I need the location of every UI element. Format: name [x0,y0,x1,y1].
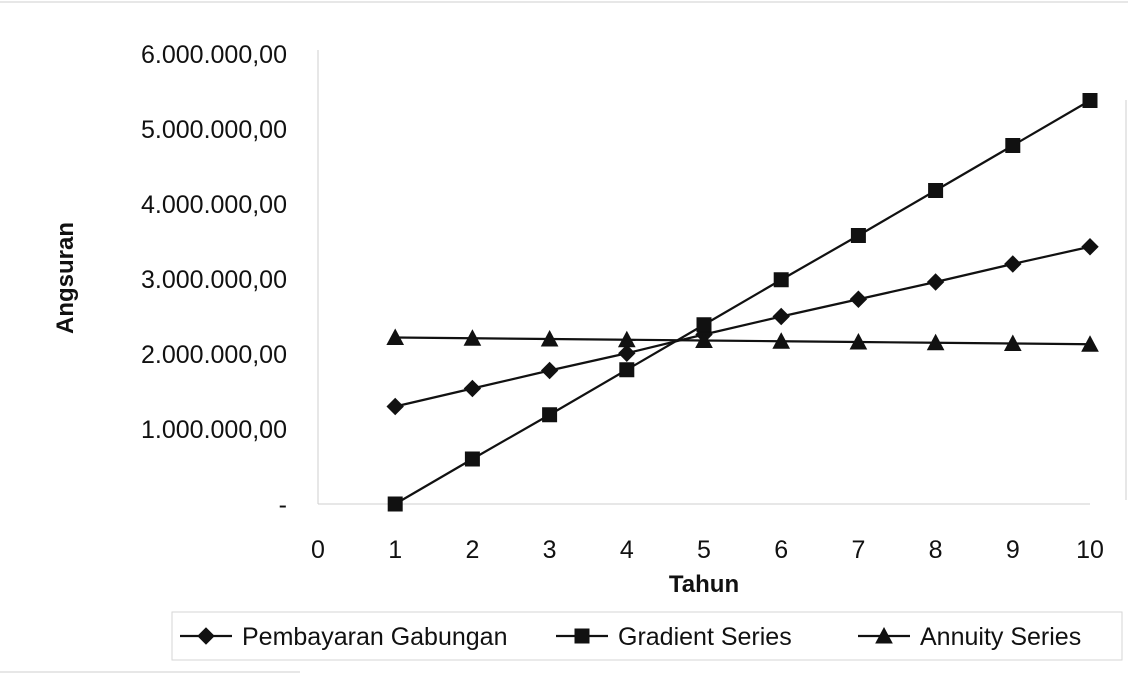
legend: Pembayaran Gabungan Gradient Series Annuit… [171,611,1123,661]
y-axis-ticks: - 1.000.000,00 2.000.000,00 3.000.000,00 4.0… [141,41,287,519]
series-line-annuity-series [395,336,1091,346]
x-axis-title: Tahun [669,571,739,598]
x-tick-label: 2 [465,536,479,564]
y-tick-label: 5.000.000,00 [141,116,287,144]
series-layer [386,93,1099,512]
legend-marker-annuity-series [875,626,893,644]
data-point-annuity-series [540,329,559,347]
data-point-annuity-series [617,330,636,348]
data-point-gradient-series [542,407,558,423]
y-tick-label: 4.000.000,00 [141,191,287,219]
data-point-annuity-series [1003,334,1022,351]
data-point-gradient-series [696,317,712,333]
legend-label-gradient-series: Gradient Series [618,623,792,651]
y-tick-label: - [279,491,287,519]
data-point-annuity-series [926,333,945,351]
legend-marker-pembayaran-gabungan [197,627,215,645]
data-point-pembayaran-gabungan [1081,238,1099,256]
data-point-pembayaran-gabungan [540,361,559,380]
series-line-pembayaran-gabungan [394,245,1091,408]
data-point-pembayaran-gabungan [849,290,868,308]
legend-box [171,611,1123,661]
series-line-gradient-series [394,99,1091,505]
data-point-pembayaran-gabungan [926,273,945,291]
legend-marker-gradient-series [574,628,590,644]
data-point-pembayaran-gabungan [463,379,482,398]
y-tick-label: 3.000.000,00 [141,266,287,294]
data-point-gradient-series [464,451,480,467]
x-tick-label: 1 [388,536,402,564]
y-tick-label: 6.000.000,00 [141,41,287,69]
x-tick-label: 9 [1006,536,1020,564]
data-point-gradient-series [850,228,866,243]
x-tick-label: 6 [774,536,788,564]
data-point-annuity-series [1081,335,1099,352]
x-axis-ticks: 0 1 2 3 4 5 6 7 8 9 10 [311,536,1104,564]
data-point-gradient-series [387,496,403,512]
y-tick-label: 1.000.000,00 [141,416,287,444]
data-point-annuity-series [772,332,791,349]
x-tick-label: 5 [697,536,711,564]
y-axis-title: Angsuran [52,222,79,334]
data-point-gradient-series [1082,93,1098,108]
data-point-annuity-series [386,328,405,345]
data-point-gradient-series [928,183,944,198]
data-point-pembayaran-gabungan [772,307,790,326]
legend-label-pembayaran-gabungan: Pembayaran Gabungan [242,623,507,651]
data-point-gradient-series [619,362,635,378]
x-tick-label: 7 [851,536,865,564]
x-tick-label: 3 [543,536,557,564]
x-tick-label: 10 [1076,536,1104,564]
x-tick-label: 8 [929,536,943,564]
data-point-annuity-series [849,332,868,350]
y-tick-label: 2.000.000,00 [141,341,287,369]
data-point-annuity-series [463,329,482,346]
data-point-pembayaran-gabungan [618,344,636,362]
data-point-annuity-series [695,331,713,348]
x-tick-label: 0 [311,536,325,564]
data-point-gradient-series [1005,138,1021,153]
x-tick-label: 4 [620,536,634,564]
legend-label-annuity-series: Annuity Series [920,623,1081,651]
data-point-gradient-series [773,272,789,288]
data-point-pembayaran-gabungan [386,397,404,416]
data-point-pembayaran-gabungan [1004,255,1022,273]
